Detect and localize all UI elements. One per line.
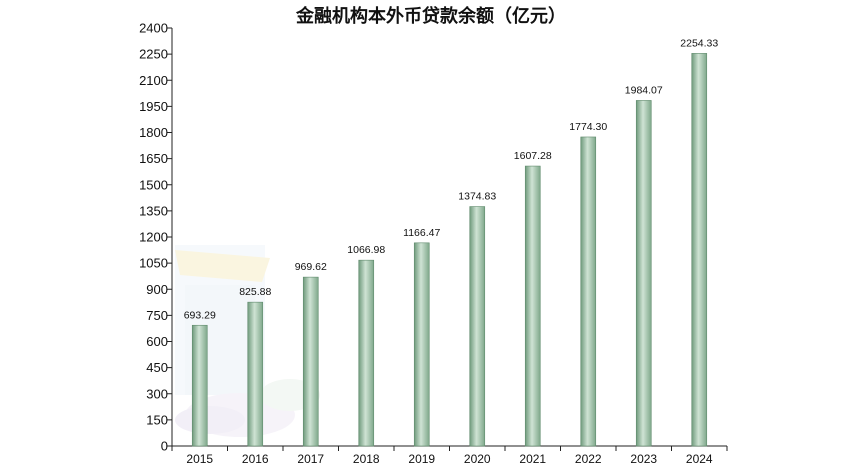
bar-2016 [247, 301, 264, 447]
x-tick-label: 2024 [686, 452, 713, 466]
y-tick-label: 1800 [139, 125, 168, 140]
bar-2017 [302, 276, 319, 447]
y-tick-label: 1050 [139, 256, 168, 271]
data-label-2018: 1066.98 [347, 244, 385, 256]
x-axis: 2015 2016 2017 2018 2019 2020 2021 2022 2023 2024 [171, 445, 728, 466]
bar-2024 [691, 53, 708, 447]
x-tick-label: 2019 [408, 452, 435, 466]
data-label-2021: 1607.28 [514, 150, 552, 162]
y-tick-label: 2250 [139, 47, 168, 62]
x-tick-label: 2021 [519, 452, 546, 466]
y-tick-label: 600 [146, 334, 168, 349]
x-tick-label: 2015 [186, 452, 213, 466]
data-label-2023: 1984.07 [625, 84, 663, 96]
bar-2022 [580, 136, 597, 447]
y-tick-label: 300 [146, 386, 168, 401]
y-tick-label: 2100 [139, 73, 168, 88]
data-label-2015: 693.29 [184, 309, 216, 321]
x-tick-label: 2022 [575, 452, 602, 466]
bar-2023 [635, 100, 652, 447]
bar-series [191, 53, 708, 447]
y-tick-label: 1500 [139, 177, 168, 192]
x-tick-label: 2017 [297, 452, 324, 466]
data-label-2020: 1374.83 [458, 191, 496, 203]
bar-2021 [524, 165, 541, 447]
x-tick-label: 2020 [464, 452, 491, 466]
y-tick-label: 1950 [139, 99, 168, 114]
data-labels: 693.29 825.88 969.62 1066.98 1166.47 1374.83 1… [184, 37, 719, 321]
y-tick-label: 1350 [139, 203, 168, 218]
y-tick-label: 1650 [139, 151, 168, 166]
data-label-2016: 825.88 [239, 286, 271, 298]
bar-2019 [413, 242, 430, 447]
bar-2015 [191, 324, 208, 447]
x-tick-label: 2018 [353, 452, 380, 466]
data-label-2019: 1166.47 [403, 227, 440, 239]
y-tick-label: 450 [146, 360, 168, 375]
chart-title: 金融机构本外币贷款余额（亿元） [295, 5, 566, 27]
x-tick-label: 2023 [630, 452, 657, 466]
y-tick-label: 150 [146, 412, 168, 427]
data-label-2017: 969.62 [295, 261, 327, 273]
data-label-2022: 1774.30 [569, 121, 607, 133]
bar-2020 [469, 206, 486, 447]
y-tick-label: 1200 [139, 230, 168, 245]
x-tick-label: 2016 [242, 452, 269, 466]
data-label-2024: 2254.33 [680, 37, 718, 49]
y-tick-label: 2400 [139, 21, 168, 36]
y-tick-label: 0 [161, 439, 168, 454]
y-axis: 0 150 300 450 600 750 900 1050 1200 1350 1500 1650 1… [139, 21, 173, 454]
y-tick-label: 900 [146, 282, 168, 297]
bar-2018 [358, 259, 375, 447]
y-tick-label: 750 [146, 308, 168, 323]
